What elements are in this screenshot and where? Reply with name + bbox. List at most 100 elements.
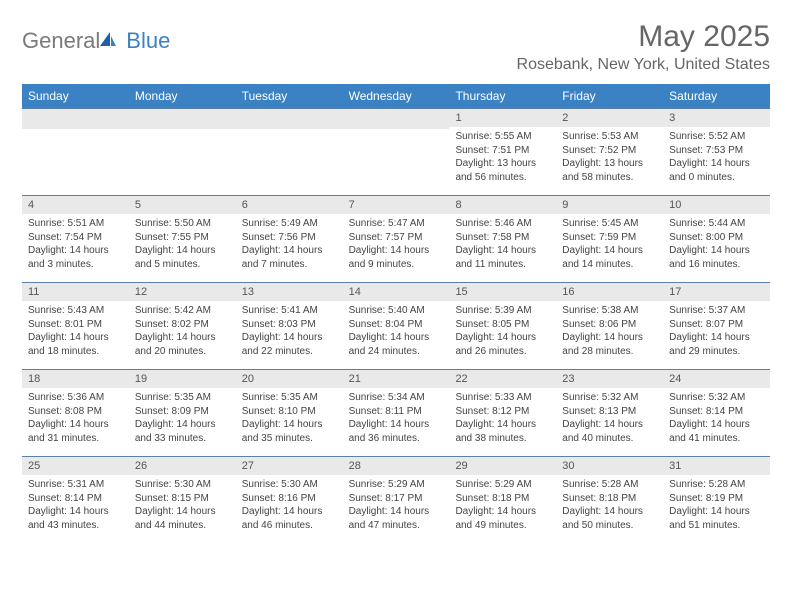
sunset: Sunset: 8:14 PM	[669, 405, 764, 419]
daylight: Daylight: 14 hours and 47 minutes.	[349, 505, 444, 532]
sunrise: Sunrise: 5:49 AM	[242, 217, 337, 231]
calendar-cell: 16Sunrise: 5:38 AMSunset: 8:06 PMDayligh…	[556, 283, 663, 369]
sunrise: Sunrise: 5:40 AM	[349, 304, 444, 318]
day-details: Sunrise: 5:50 AMSunset: 7:55 PMDaylight:…	[129, 214, 236, 277]
daylight: Daylight: 14 hours and 31 minutes.	[28, 418, 123, 445]
daylight: Daylight: 14 hours and 28 minutes.	[562, 331, 657, 358]
day-details: Sunrise: 5:40 AMSunset: 8:04 PMDaylight:…	[343, 301, 450, 364]
sunset: Sunset: 7:53 PM	[669, 144, 764, 158]
daylight: Daylight: 14 hours and 51 minutes.	[669, 505, 764, 532]
sunset: Sunset: 8:12 PM	[455, 405, 550, 419]
sunrise: Sunrise: 5:53 AM	[562, 130, 657, 144]
calendar-cell: 1Sunrise: 5:55 AMSunset: 7:51 PMDaylight…	[449, 109, 556, 195]
daylight: Daylight: 14 hours and 9 minutes.	[349, 244, 444, 271]
calendar-cell: 8Sunrise: 5:46 AMSunset: 7:58 PMDaylight…	[449, 196, 556, 282]
sunset: Sunset: 8:18 PM	[455, 492, 550, 506]
day-number: 20	[236, 370, 343, 388]
day-details: Sunrise: 5:42 AMSunset: 8:02 PMDaylight:…	[129, 301, 236, 364]
day-number: 30	[556, 457, 663, 475]
calendar-cell: 30 Sunrise: 5:28 AMSunset: 8:18 PMDayligh…	[556, 457, 663, 543]
calendar-cell: 25Sunrise: 5:31 AMSunset: 8:14 PMDayligh…	[22, 457, 129, 543]
day-details: Sunrise: 5:44 AMSunset: 8:00 PMDaylight:…	[663, 214, 770, 277]
daylight: Daylight: 14 hours and 5 minutes.	[135, 244, 230, 271]
day-details: Sunrise: 5:45 AMSunset: 7:59 PMDaylight:…	[556, 214, 663, 277]
day-number: 23	[556, 370, 663, 388]
calendar-cell: 2Sunrise: 5:53 AMSunset: 7:52 PMDaylight…	[556, 109, 663, 195]
calendar-cell: 10Sunrise: 5:44 AMSunset: 8:00 PMDayligh…	[663, 196, 770, 282]
calendar-row: 1Sunrise: 5:55 AMSunset: 7:51 PMDaylight…	[22, 108, 770, 195]
empty-day	[343, 109, 450, 129]
sunset: Sunset: 7:56 PM	[242, 231, 337, 245]
calendar-cell: 3Sunrise: 5:52 AMSunset: 7:53 PMDaylight…	[663, 109, 770, 195]
daylight: Daylight: 14 hours and 46 minutes.	[242, 505, 337, 532]
day-number: 4	[22, 196, 129, 214]
calendar-cell: 28Sunrise: 5:29 AMSunset: 8:17 PMDayligh…	[343, 457, 450, 543]
daylight: Daylight: 14 hours and 49 minutes.	[455, 505, 550, 532]
day-number: 28	[343, 457, 450, 475]
title-block: May 2025 Rosebank, New York, United Stat…	[517, 20, 770, 74]
calendar-cell: 9Sunrise: 5:45 AMSunset: 7:59 PMDaylight…	[556, 196, 663, 282]
calendar-cell	[343, 109, 450, 195]
page-title: May 2025	[517, 20, 770, 54]
sunset: Sunset: 8:16 PM	[242, 492, 337, 506]
day-number: 21	[343, 370, 450, 388]
day-header: Monday	[129, 84, 236, 108]
day-header: Saturday	[663, 84, 770, 108]
daylight: Daylight: 14 hours and 43 minutes.	[28, 505, 123, 532]
header: General Blue May 2025 Rosebank, New York…	[22, 20, 770, 74]
calendar-cell: 21Sunrise: 5:34 AMSunset: 8:11 PMDayligh…	[343, 370, 450, 456]
daylight: Daylight: 14 hours and 3 minutes.	[28, 244, 123, 271]
sunrise: Sunrise: 5:52 AM	[669, 130, 764, 144]
daylight: Daylight: 14 hours and 35 minutes.	[242, 418, 337, 445]
sunset: Sunset: 8:18 PM	[562, 492, 657, 506]
day-number: 12	[129, 283, 236, 301]
sunrise: Sunrise: 5:28 AM	[562, 478, 657, 492]
sunset: Sunset: 8:03 PM	[242, 318, 337, 332]
day-number: 22	[449, 370, 556, 388]
calendar-cell	[236, 109, 343, 195]
day-number: 17	[663, 283, 770, 301]
calendar-cell: 26Sunrise: 5:30 AMSunset: 8:15 PMDayligh…	[129, 457, 236, 543]
empty-day	[236, 109, 343, 129]
day-header: Thursday	[449, 84, 556, 108]
sunrise: Sunrise: 5:50 AM	[135, 217, 230, 231]
day-number: 14	[343, 283, 450, 301]
daylight: Daylight: 14 hours and 22 minutes.	[242, 331, 337, 358]
day-details: Sunrise: 5:36 AMSunset: 8:08 PMDaylight:…	[22, 388, 129, 451]
day-details: Sunrise: 5:29 AMSunset: 8:18 PMDaylight:…	[449, 475, 556, 538]
calendar-cell: 11Sunrise: 5:43 AMSunset: 8:01 PMDayligh…	[22, 283, 129, 369]
sunset: Sunset: 8:02 PM	[135, 318, 230, 332]
calendar-cell: 15Sunrise: 5:39 AMSunset: 8:05 PMDayligh…	[449, 283, 556, 369]
calendar-cell: 6Sunrise: 5:49 AMSunset: 7:56 PMDaylight…	[236, 196, 343, 282]
daylight: Daylight: 14 hours and 44 minutes.	[135, 505, 230, 532]
day-details: Sunrise: 5:52 AMSunset: 7:53 PMDaylight:…	[663, 127, 770, 190]
sunrise: Sunrise: 5:43 AM	[28, 304, 123, 318]
sunrise: Sunrise: 5:51 AM	[28, 217, 123, 231]
calendar-cell: 19Sunrise: 5:35 AMSunset: 8:09 PMDayligh…	[129, 370, 236, 456]
calendar-day-header: SundayMondayTuesdayWednesdayThursdayFrid…	[22, 84, 770, 108]
day-details: Sunrise: 5:41 AMSunset: 8:03 PMDaylight:…	[236, 301, 343, 364]
sunset: Sunset: 7:54 PM	[28, 231, 123, 245]
day-details: Sunrise: 5:33 AMSunset: 8:12 PMDaylight:…	[449, 388, 556, 451]
daylight: Daylight: 14 hours and 33 minutes.	[135, 418, 230, 445]
day-number: 3	[663, 109, 770, 127]
sunrise: Sunrise: 5:34 AM	[349, 391, 444, 405]
day-header: Tuesday	[236, 84, 343, 108]
calendar-cell: 24Sunrise: 5:32 AMSunset: 8:14 PMDayligh…	[663, 370, 770, 456]
calendar-cell	[129, 109, 236, 195]
daylight: Daylight: 14 hours and 50 minutes.	[562, 505, 657, 532]
calendar-row: 25Sunrise: 5:31 AMSunset: 8:14 PMDayligh…	[22, 456, 770, 543]
sunset: Sunset: 8:13 PM	[562, 405, 657, 419]
day-details: Sunrise: 5:53 AMSunset: 7:52 PMDaylight:…	[556, 127, 663, 190]
day-number: 25	[22, 457, 129, 475]
calendar-cell: 17Sunrise: 5:37 AMSunset: 8:07 PMDayligh…	[663, 283, 770, 369]
daylight: Daylight: 14 hours and 16 minutes.	[669, 244, 764, 271]
daylight: Daylight: 14 hours and 14 minutes.	[562, 244, 657, 271]
daylight: Daylight: 14 hours and 11 minutes.	[455, 244, 550, 271]
day-details: Sunrise: 5:47 AMSunset: 7:57 PMDaylight:…	[343, 214, 450, 277]
sunset: Sunset: 8:06 PM	[562, 318, 657, 332]
day-details: Sunrise: 5:30 AMSunset: 8:16 PMDaylight:…	[236, 475, 343, 538]
daylight: Daylight: 14 hours and 36 minutes.	[349, 418, 444, 445]
sail-icon	[98, 28, 118, 54]
day-header: Wednesday	[343, 84, 450, 108]
